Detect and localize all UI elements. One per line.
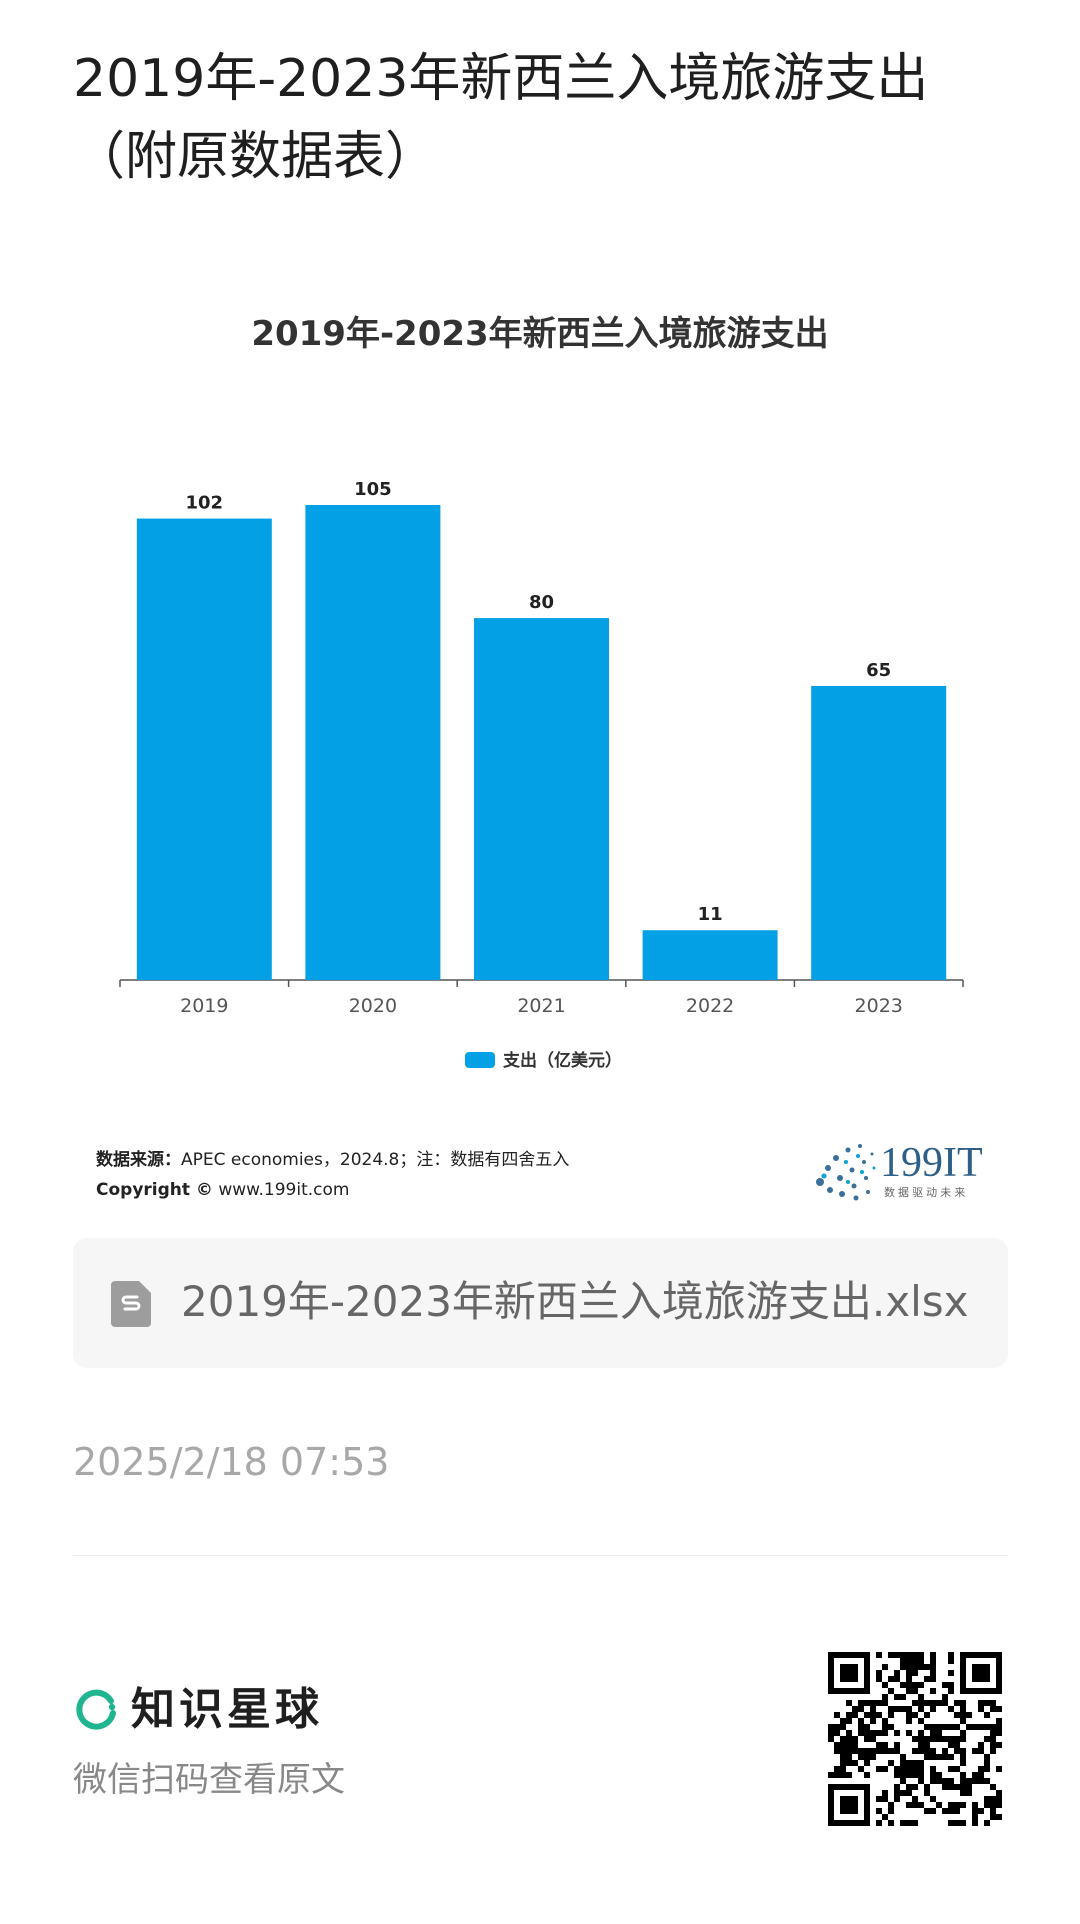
tick-label-2020: 2020 (349, 995, 397, 1017)
bar-2023 (811, 685, 947, 980)
file-attachment[interactable]: 2019年-2023年新西兰入境旅游支出.xlsx (73, 1238, 1008, 1368)
bar-2020 (305, 505, 441, 980)
copyright-site: www.199it.com (218, 1180, 350, 1200)
logo-tagline: 数 据 驱 动 未 来 (884, 1185, 965, 1199)
bar-2022 (642, 930, 778, 980)
data-source: 数据来源：APEC economies，2024.8；注：数据有四舍五入 Cop… (96, 1145, 569, 1205)
source-label: 数据来源： (96, 1150, 181, 1170)
legend-swatch (465, 1052, 495, 1068)
tick-label-2019: 2019 (180, 995, 228, 1017)
qr-code[interactable] (828, 1652, 1002, 1826)
tick-label-2022: 2022 (686, 995, 734, 1017)
bar-2021 (474, 618, 609, 980)
chart-card: 2019年-2023年新西兰入境旅游支出 102 2019 105 2020 80 2021… (73, 290, 1008, 1210)
copyright-label: Copyright © (96, 1180, 213, 1200)
brand-name: 知识星球 (131, 1684, 323, 1735)
logo-graphic: 199IT 数 据 驱 动 未 来 (816, 1140, 983, 1201)
data-label-2020: 105 (354, 479, 392, 500)
data-label-2019: 102 (186, 493, 224, 514)
spreadsheet-file-icon (111, 1281, 151, 1327)
source-text: APEC economies，2024.8；注：数据有四舍五入 (181, 1150, 570, 1170)
page-title: 2019年-2023年新西兰入境旅游支出（附原数据表） (73, 49, 929, 187)
data-label-2021: 80 (529, 592, 554, 613)
brand-ring-icon (76, 1689, 116, 1730)
file-name: 2019年-2023年新西兰入境旅游支出.xlsx (181, 1277, 969, 1326)
data-label-2023: 65 (866, 660, 891, 681)
timestamp: 2025/2/18 07:53 (73, 1440, 390, 1484)
bar-2019 (136, 518, 272, 980)
divider (73, 1555, 1008, 1556)
199it-logo: 199IT 数 据 驱 动 未 来 (808, 1132, 1008, 1206)
tick-label-2023: 2023 (855, 995, 903, 1017)
legend-label: 支出（亿美元） (503, 1050, 622, 1071)
data-label-2022: 11 (698, 904, 723, 925)
tick-label-2021: 2021 (517, 995, 565, 1017)
bar-chart: 2019年-2023年新西兰入境旅游支出 102 2019 105 2020 80 2021… (119, 314, 964, 1071)
chart-title: 2019年-2023年新西兰入境旅游支出 (251, 314, 828, 354)
logo-text: 199IT (880, 1140, 983, 1186)
scan-hint: 微信扫码查看原文 (73, 1760, 345, 1800)
